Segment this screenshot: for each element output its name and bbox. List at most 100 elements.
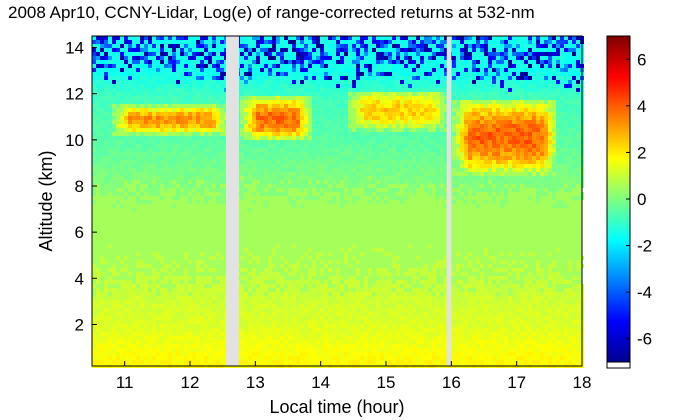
heatmap-cell [504,44,508,48]
heatmap-cell [444,192,448,196]
heatmap-cell [308,52,312,56]
heatmap-cell [220,76,224,80]
heatmap-cell [132,40,136,44]
heatmap-cell [480,172,484,176]
heatmap-cell [164,168,168,172]
heatmap-cell [120,76,124,80]
heatmap-cell [168,184,172,188]
heatmap-cell [360,108,364,112]
heatmap-cell [492,168,496,172]
heatmap-cell [92,144,96,148]
heatmap-cell [96,104,100,108]
heatmap-cell [272,104,276,108]
heatmap-cell [296,76,300,80]
heatmap-cell [188,96,192,100]
heatmap-cell [240,124,244,128]
heatmap-cell [540,76,544,80]
heatmap-cell [104,88,108,92]
heatmap-cell [380,112,384,116]
heatmap-cell [536,56,540,60]
heatmap-cell [328,108,332,112]
heatmap-cell [380,60,384,64]
heatmap-cell [536,36,540,40]
heatmap-cell [428,48,432,52]
heatmap-cell [348,152,352,156]
heatmap-cell [100,260,104,264]
heatmap-cell [288,60,292,64]
heatmap-cell [196,124,200,128]
heatmap-cell [496,48,500,52]
heatmap-cell [360,136,364,140]
heatmap-cell [144,276,148,280]
heatmap-cell [252,104,256,108]
heatmap-cell [276,92,280,96]
heatmap-cell [116,256,120,260]
heatmap-cell [552,68,556,72]
heatmap-cell [160,260,164,264]
heatmap-cell [176,72,180,76]
heatmap-cell [484,84,488,88]
heatmap-cell [320,136,324,140]
heatmap-cell [292,48,296,52]
heatmap-cell [204,36,208,40]
heatmap-cell [164,116,168,120]
heatmap-cell [544,60,548,64]
heatmap-cell [188,84,192,88]
heatmap-cell [340,104,344,108]
heatmap-cell [324,120,328,124]
heatmap-cell [356,168,360,172]
heatmap-cell [100,148,104,152]
heatmap-cell [124,80,128,84]
heatmap-cell [564,128,568,132]
heatmap-cell [332,148,336,152]
heatmap-cell [424,120,428,124]
heatmap-cell [304,128,308,132]
heatmap-cell [516,52,520,56]
heatmap-cell [320,152,324,156]
heatmap-cell [148,60,152,64]
heatmap-cell [516,128,520,132]
heatmap-cell [288,160,292,164]
heatmap-cell [384,96,388,100]
heatmap-cell [372,52,376,56]
heatmap-cell [356,68,360,72]
heatmap-cell [440,192,444,196]
heatmap-cell [116,100,120,104]
heatmap-cell [188,188,192,192]
heatmap-cell [308,80,312,84]
heatmap-cell [500,188,504,192]
heatmap-cell [128,116,132,120]
heatmap-cell [504,60,508,64]
heatmap-cell [264,52,268,56]
heatmap-cell [404,196,408,200]
heatmap-cell [120,116,124,120]
heatmap-cell [132,120,136,124]
heatmap-cell [512,156,516,160]
heatmap-cell [268,264,272,268]
heatmap-cell [132,164,136,168]
heatmap-cell [212,160,216,164]
heatmap-cell [288,124,292,128]
heatmap-cell [308,84,312,88]
heatmap-cell [500,124,504,128]
heatmap-cell [120,40,124,44]
heatmap-cell [176,116,180,120]
heatmap-cell [488,104,492,108]
heatmap-cell [372,140,376,144]
heatmap-cell [380,172,384,176]
heatmap-cell [300,272,304,276]
heatmap-cell [432,48,436,52]
heatmap-cell [460,112,464,116]
heatmap-cell [528,184,532,188]
heatmap-cell [316,68,320,72]
heatmap-cell [436,84,440,88]
heatmap-cell [196,148,200,152]
heatmap-cell [144,128,148,132]
heatmap-cell [104,44,108,48]
heatmap-cell [468,276,472,280]
heatmap-cell [392,40,396,44]
heatmap-cell [460,116,464,120]
heatmap-cell [552,48,556,52]
heatmap-cell [284,36,288,40]
heatmap-cell [520,92,524,96]
